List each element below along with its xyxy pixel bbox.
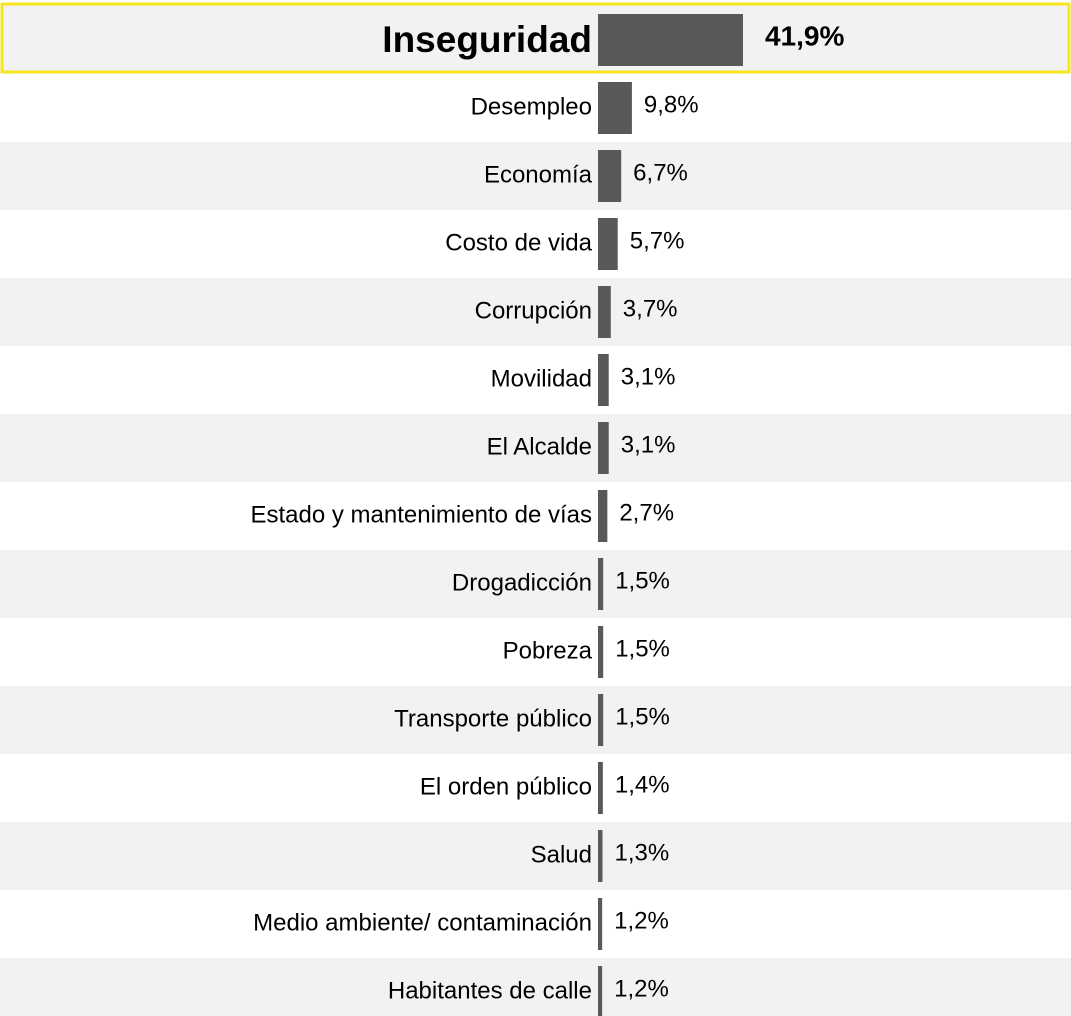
- value-label: 41,9%: [765, 20, 844, 51]
- category-label: El Alcalde: [487, 433, 592, 460]
- category-label: Costo de vida: [445, 229, 592, 256]
- bar: [598, 558, 604, 610]
- bar: [598, 830, 603, 882]
- bar: [598, 354, 609, 406]
- row-background: [0, 414, 1071, 482]
- category-label: Drogadicción: [452, 569, 592, 596]
- category-label: Habitantes de calle: [388, 977, 592, 1004]
- value-label: 6,7%: [633, 159, 688, 186]
- category-label: Desempleo: [471, 93, 592, 120]
- row-background: [0, 142, 1071, 210]
- value-label: 3,7%: [623, 295, 678, 322]
- category-label: Economía: [484, 161, 593, 188]
- category-label: Pobreza: [503, 637, 593, 664]
- bar: [598, 150, 622, 202]
- value-label: 1,5%: [615, 635, 670, 662]
- category-label: El orden público: [420, 773, 592, 800]
- row-background: [0, 686, 1071, 754]
- bar: [598, 490, 608, 542]
- value-label: 2,7%: [619, 499, 674, 526]
- value-label: 1,5%: [615, 703, 670, 730]
- category-label: Transporte público: [394, 705, 592, 732]
- value-label: 1,2%: [614, 975, 669, 1002]
- category-label: Medio ambiente/ contaminación: [253, 909, 592, 936]
- bar: [598, 626, 604, 678]
- highlight-row: [0, 2, 1071, 74]
- bar: [598, 898, 603, 950]
- bar: [598, 14, 743, 66]
- bar: [598, 422, 609, 474]
- bar: [598, 762, 603, 814]
- row-background: [0, 958, 1071, 1016]
- value-label: 1,3%: [614, 839, 669, 866]
- row-background: [0, 550, 1071, 618]
- value-label: 1,2%: [614, 907, 669, 934]
- bar: [598, 218, 618, 270]
- row-background: [0, 822, 1071, 890]
- bar: [598, 694, 604, 746]
- value-label: 1,5%: [615, 567, 670, 594]
- category-label: Movilidad: [491, 365, 592, 392]
- bar: [598, 966, 603, 1016]
- category-label: Corrupción: [475, 297, 592, 324]
- value-label: 1,4%: [615, 771, 670, 798]
- category-label: Inseguridad: [382, 19, 592, 60]
- bar: [598, 286, 611, 338]
- value-label: 3,1%: [621, 363, 676, 390]
- bar: [598, 82, 632, 134]
- category-label: Salud: [531, 841, 592, 868]
- value-label: 9,8%: [644, 91, 699, 118]
- value-label: 3,1%: [621, 431, 676, 458]
- value-label: 5,7%: [630, 227, 685, 254]
- row-background: [0, 278, 1071, 346]
- category-label: Estado y mantenimiento de vías: [250, 501, 592, 528]
